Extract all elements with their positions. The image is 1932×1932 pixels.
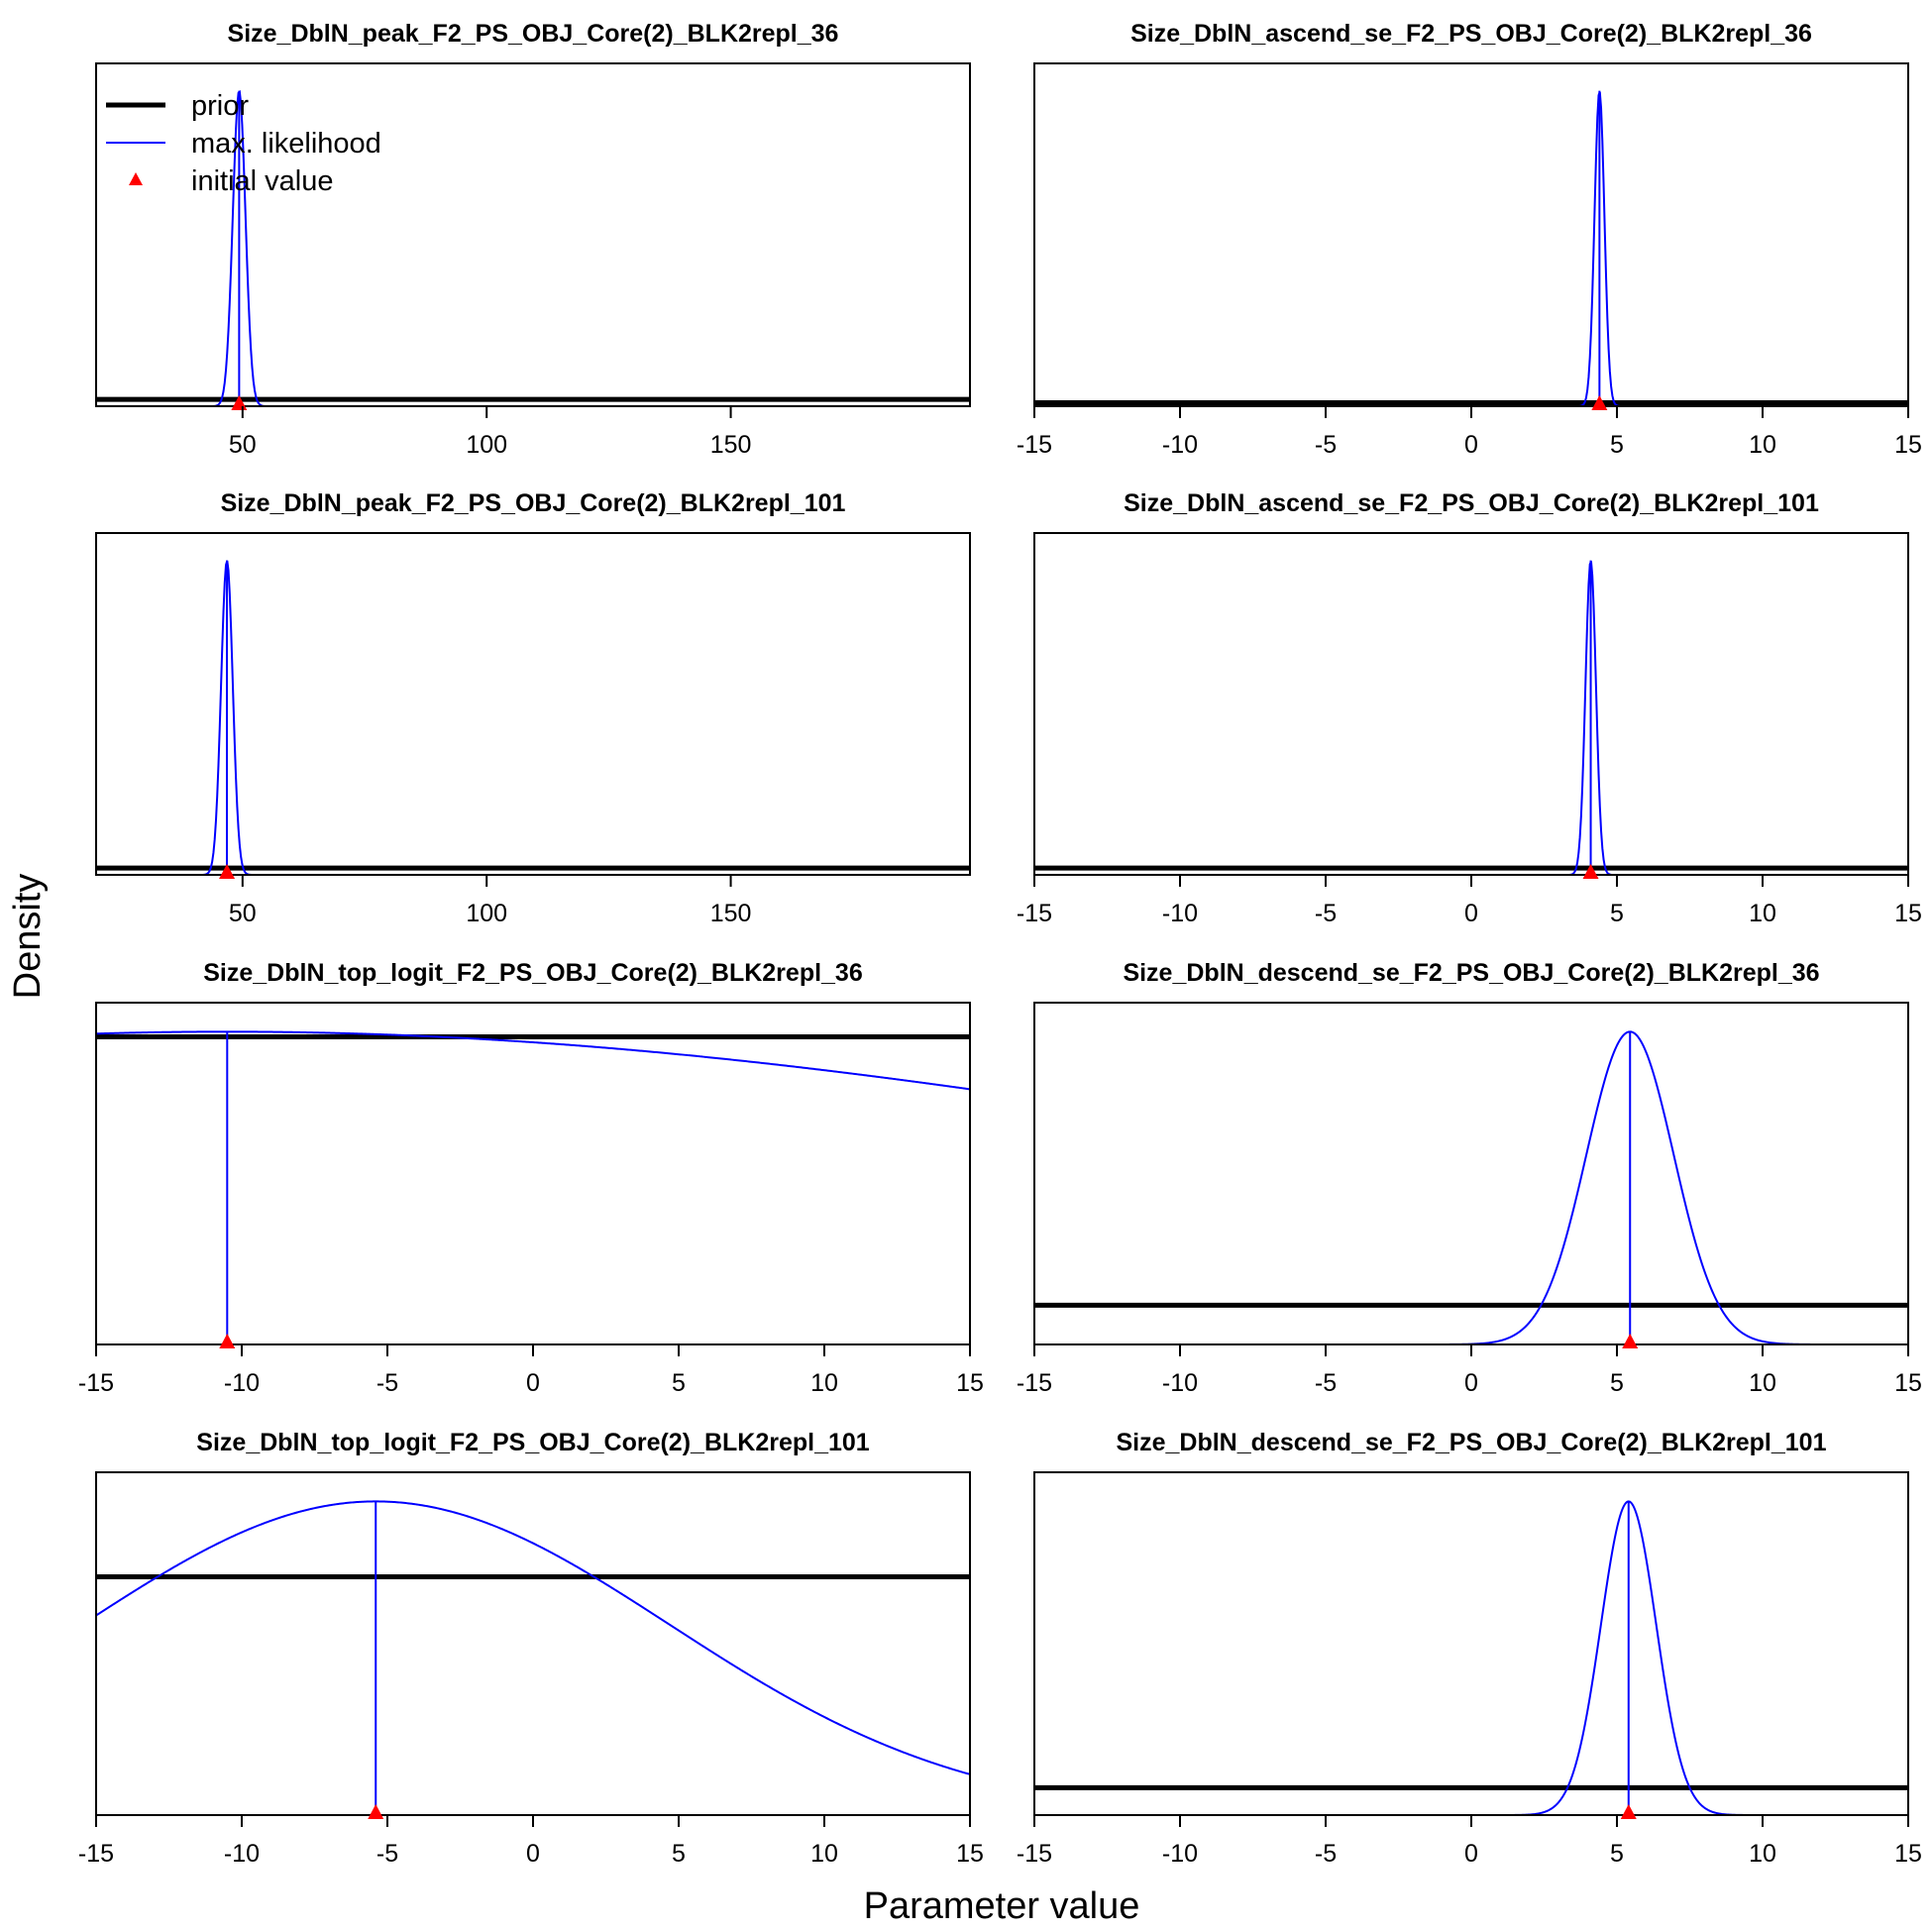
panel-title: Size_DblN_ascend_se_F2_PS_OBJ_Core(2)_BL…	[1124, 489, 1819, 517]
mle-curve	[96, 1030, 970, 1091]
panel-title: Size_DblN_descend_se_F2_PS_OBJ_Core(2)_B…	[1116, 1429, 1826, 1456]
panel-title: Size_DblN_top_logit_F2_PS_OBJ_Core(2)_BL…	[203, 959, 863, 987]
x-tick-label: -10	[224, 1840, 260, 1868]
x-tick-label: 15	[1894, 900, 1922, 927]
x-tick-label: 0	[1464, 900, 1478, 927]
plot-frame	[95, 62, 971, 407]
panel-title: Size_DblN_peak_F2_PS_OBJ_Core(2)_BLK2rep…	[228, 20, 839, 48]
x-tick-label: -10	[1162, 431, 1198, 459]
x-tick-label: -15	[1017, 1369, 1052, 1397]
x-tick-label: 15	[956, 1369, 984, 1397]
panel-5: Size_DblN_top_logit_F2_PS_OBJ_Core(2)_BL…	[78, 959, 984, 1397]
x-tick-label: -10	[1162, 1369, 1198, 1397]
initial-value-marker	[219, 864, 236, 879]
x-tick-label: 15	[1894, 431, 1922, 459]
legend-swatch	[129, 172, 143, 185]
x-tick-label: -5	[376, 1369, 398, 1397]
initial-value-marker	[368, 1804, 384, 1819]
x-tick-label: -15	[1017, 431, 1052, 459]
initial-value-marker	[1591, 395, 1608, 410]
panel-3: Size_DblN_peak_F2_PS_OBJ_Core(2)_BLK2rep…	[95, 489, 971, 927]
x-tick-label: 5	[1610, 1840, 1624, 1868]
x-tick-label: 50	[229, 900, 257, 927]
x-tick-label: 10	[1749, 1369, 1776, 1397]
panel-2: Size_DblN_ascend_se_F2_PS_OBJ_Core(2)_BL…	[1017, 20, 1922, 459]
x-tick-label: 0	[526, 1369, 540, 1397]
legend-item-1: prior	[106, 90, 249, 122]
panel-title: Size_DblN_descend_se_F2_PS_OBJ_Core(2)_B…	[1123, 959, 1819, 987]
legend-label: initial value	[191, 165, 333, 197]
x-tick-label: 5	[1610, 900, 1624, 927]
x-tick-label: -15	[1017, 1840, 1052, 1868]
x-tick-label: -5	[1315, 900, 1337, 927]
x-tick-label: -5	[376, 1840, 398, 1868]
x-tick-label: -5	[1315, 1369, 1337, 1397]
plot-frame	[1033, 532, 1909, 876]
plot-frame	[1033, 1471, 1909, 1816]
x-tick-label: 10	[1749, 431, 1776, 459]
x-tick-label: 150	[710, 900, 752, 927]
x-tick-label: 0	[526, 1840, 540, 1868]
panel-4: Size_DblN_ascend_se_F2_PS_OBJ_Core(2)_BL…	[1017, 489, 1922, 927]
x-tick-label: -15	[78, 1369, 114, 1397]
x-tick-label: -15	[78, 1840, 114, 1868]
x-tick-label: 100	[466, 431, 507, 459]
x-tick-label: -15	[1017, 900, 1052, 927]
x-tick-label: 100	[466, 900, 507, 927]
panel-7: Size_DblN_top_logit_F2_PS_OBJ_Core(2)_BL…	[78, 1429, 984, 1868]
x-tick-label: 10	[810, 1369, 838, 1397]
legend-item-2: max. likelihood	[106, 128, 381, 160]
initial-value-marker	[219, 1334, 236, 1348]
legend-label: max. likelihood	[191, 128, 381, 160]
x-tick-label: 15	[1894, 1369, 1922, 1397]
x-tick-label: 5	[672, 1840, 686, 1868]
x-tick-label: 50	[229, 431, 257, 459]
plot-frame	[1033, 1002, 1909, 1345]
x-tick-label: 5	[1610, 1369, 1624, 1397]
legend-item-3: initial value	[129, 165, 333, 197]
panel-title: Size_DblN_ascend_se_F2_PS_OBJ_Core(2)_BL…	[1130, 20, 1812, 48]
x-tick-label: 0	[1464, 431, 1478, 459]
panel-6: Size_DblN_descend_se_F2_PS_OBJ_Core(2)_B…	[1017, 959, 1922, 1397]
panel-title: Size_DblN_top_logit_F2_PS_OBJ_Core(2)_BL…	[196, 1429, 869, 1456]
mle-curve	[96, 1500, 970, 1775]
panel-title: Size_DblN_peak_F2_PS_OBJ_Core(2)_BLK2rep…	[221, 489, 846, 517]
initial-value-marker	[1620, 1804, 1637, 1819]
x-tick-label: 10	[1749, 900, 1776, 927]
legend-label: prior	[191, 90, 249, 122]
x-tick-label: 0	[1464, 1840, 1478, 1868]
x-tick-label: -10	[1162, 900, 1198, 927]
x-tick-label: -5	[1315, 1840, 1337, 1868]
initial-value-marker	[1582, 864, 1599, 879]
x-axis-title: Parameter value	[864, 1885, 1140, 1927]
panels: Size_DblN_peak_F2_PS_OBJ_Core(2)_BLK2rep…	[78, 20, 1922, 1868]
plot-frame	[95, 532, 971, 876]
y-axis-title: Density	[7, 874, 49, 1000]
initial-value-marker	[1622, 1334, 1639, 1348]
x-tick-label: -10	[224, 1369, 260, 1397]
x-tick-label: -10	[1162, 1840, 1198, 1868]
x-tick-label: 10	[810, 1840, 838, 1868]
panel-8: Size_DblN_descend_se_F2_PS_OBJ_Core(2)_B…	[1017, 1429, 1922, 1868]
panel-1: Size_DblN_peak_F2_PS_OBJ_Core(2)_BLK2rep…	[95, 20, 971, 459]
x-tick-label: 150	[710, 431, 752, 459]
x-tick-label: 5	[672, 1369, 686, 1397]
legend: prior max. likelihood initial value	[106, 90, 381, 197]
x-tick-label: -5	[1315, 431, 1337, 459]
x-tick-label: 5	[1610, 431, 1624, 459]
x-tick-label: 15	[1894, 1840, 1922, 1868]
x-tick-label: 0	[1464, 1369, 1478, 1397]
plot-frame	[1033, 62, 1909, 407]
x-tick-label: 10	[1749, 1840, 1776, 1868]
x-tick-label: 15	[956, 1840, 984, 1868]
plot-frame	[95, 1471, 971, 1816]
